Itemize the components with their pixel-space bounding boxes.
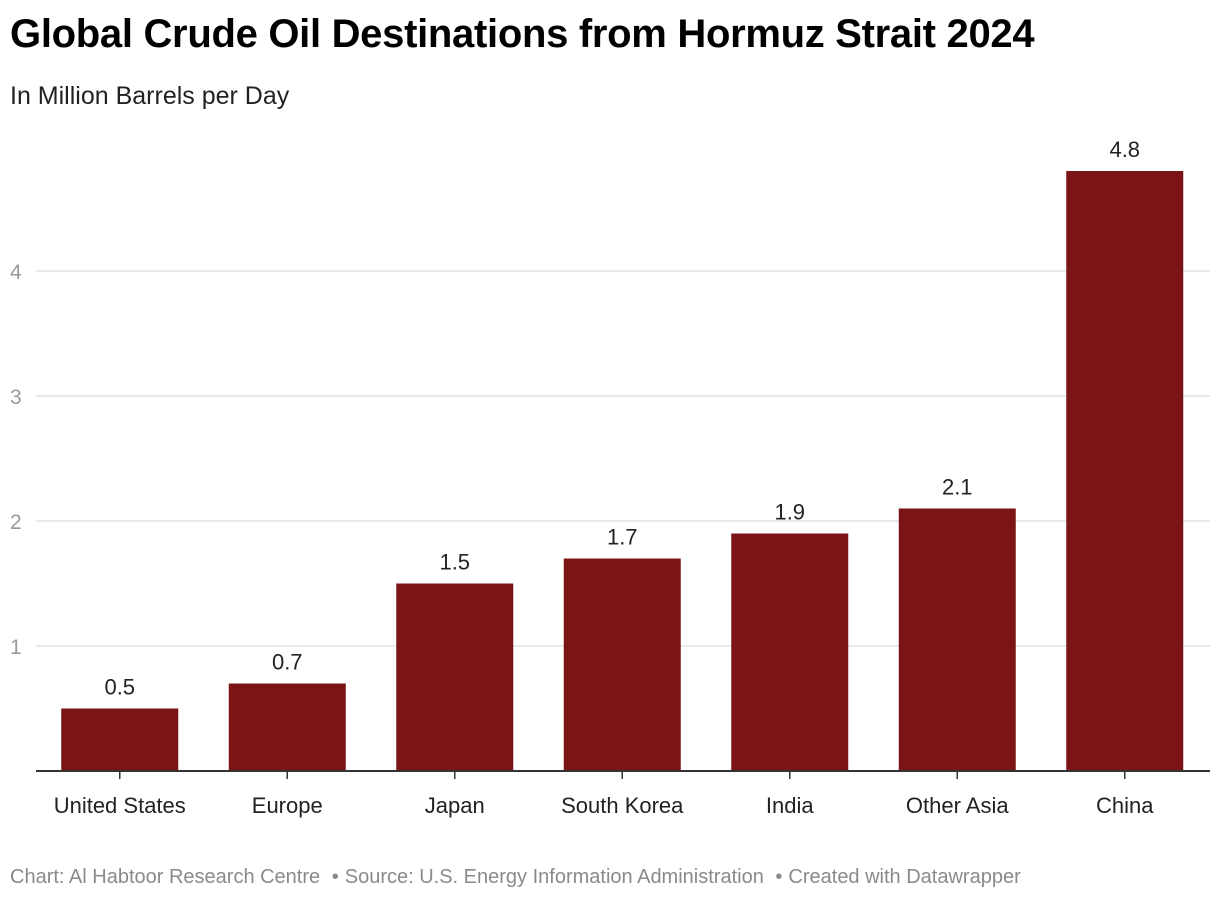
y-tick-label: 3 (10, 386, 22, 409)
bar (731, 533, 849, 771)
chart-credit: Chart: Al Habtoor Research Centre (10, 866, 321, 888)
created-with-credit: Created with Datawrapper (788, 866, 1021, 888)
data-label: 1.9 (774, 500, 805, 525)
chart-subtitle: In Million Barrels per Day (10, 82, 290, 110)
chart-title: Global Crude Oil Destinations from Hormu… (10, 12, 1035, 56)
x-tick-label: India (766, 793, 814, 818)
chart-footer: Chart: Al Habtoor Research Centre • Sourc… (10, 866, 1021, 889)
bar (898, 508, 1016, 771)
data-label: 1.7 (607, 525, 638, 550)
data-label: 0.7 (272, 650, 303, 675)
x-tick-label: China (1096, 793, 1154, 818)
y-tick-label: 4 (10, 261, 22, 284)
x-tick-label: Japan (425, 793, 485, 818)
y-tick-label: 1 (10, 636, 22, 659)
separator: • (775, 866, 783, 888)
source-credit: Source: U.S. Energy Information Administ… (344, 866, 764, 888)
y-tick-label: 2 (10, 511, 22, 534)
x-tick-label: Other Asia (906, 793, 1009, 818)
bar (1066, 171, 1184, 771)
separator: • (331, 866, 339, 888)
bars: 0.5 0.7 1.5 1.7 1.9 2.1 4.8 (61, 137, 1184, 771)
bar (563, 558, 681, 771)
data-label: 2.1 (942, 475, 973, 500)
x-tick-label: United States (54, 793, 186, 818)
bar (396, 583, 514, 771)
data-label: 0.5 (104, 675, 135, 700)
x-axis: United States Europe Japan South Korea India… (36, 770, 1210, 818)
data-label: 4.8 (1109, 137, 1140, 162)
x-tick-label: South Korea (561, 793, 684, 818)
bar (61, 708, 179, 771)
bar (228, 683, 346, 771)
data-label: 1.5 (439, 550, 470, 575)
x-tick-label: Europe (252, 793, 323, 818)
